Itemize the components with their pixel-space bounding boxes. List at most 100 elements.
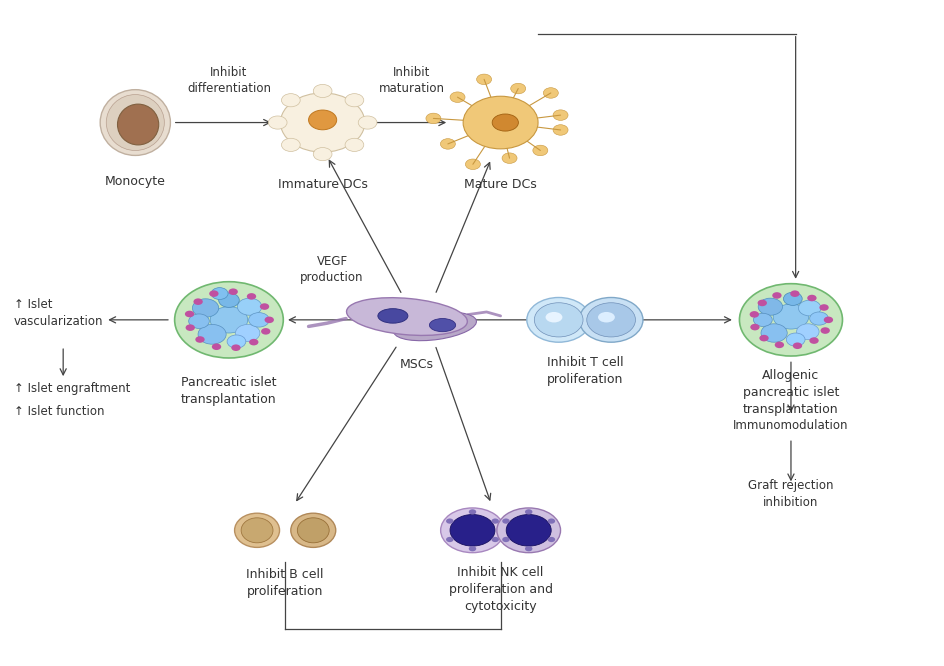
Text: VEGF
production: VEGF production (300, 254, 363, 284)
Circle shape (440, 508, 504, 553)
Circle shape (426, 113, 441, 124)
Circle shape (246, 293, 256, 300)
Circle shape (759, 335, 767, 342)
Circle shape (464, 159, 480, 170)
Ellipse shape (492, 114, 518, 131)
Ellipse shape (598, 312, 615, 322)
Circle shape (510, 83, 525, 94)
Circle shape (440, 139, 455, 149)
Circle shape (345, 139, 363, 151)
Circle shape (792, 342, 801, 349)
Circle shape (738, 284, 842, 356)
Circle shape (228, 288, 238, 295)
Text: Pancreatic islet
transplantation: Pancreatic islet transplantation (181, 376, 277, 406)
Circle shape (798, 300, 820, 316)
Circle shape (463, 97, 537, 149)
Circle shape (808, 337, 818, 344)
Text: MSCs: MSCs (399, 358, 433, 371)
Ellipse shape (394, 312, 476, 341)
Text: Allogenic
pancreatic islet
transplantation: Allogenic pancreatic islet transplantati… (742, 369, 838, 416)
Circle shape (195, 336, 205, 343)
Text: Immunomodulation: Immunomodulation (733, 418, 848, 432)
Circle shape (281, 139, 300, 151)
Circle shape (532, 145, 548, 156)
Circle shape (231, 344, 241, 351)
Ellipse shape (100, 90, 170, 155)
Circle shape (501, 518, 509, 523)
Circle shape (248, 312, 269, 327)
Circle shape (772, 304, 808, 329)
Circle shape (468, 509, 476, 515)
Circle shape (210, 307, 247, 333)
Circle shape (193, 299, 218, 317)
Circle shape (525, 509, 531, 515)
Text: ↑ Islet
vascularization: ↑ Islet vascularization (13, 298, 103, 328)
Text: Immature DCs: Immature DCs (278, 178, 367, 191)
Circle shape (268, 116, 287, 129)
Ellipse shape (234, 513, 279, 547)
Circle shape (185, 324, 194, 331)
Circle shape (823, 316, 833, 323)
Circle shape (806, 295, 816, 301)
Circle shape (281, 94, 300, 107)
Circle shape (771, 292, 781, 299)
Circle shape (468, 546, 476, 551)
Circle shape (525, 546, 531, 551)
Ellipse shape (545, 312, 562, 322)
Text: Monocyte: Monocyte (105, 175, 165, 188)
Circle shape (749, 311, 758, 318)
Circle shape (543, 88, 558, 98)
Circle shape (526, 298, 590, 342)
Circle shape (211, 344, 221, 350)
Circle shape (501, 537, 509, 542)
Ellipse shape (309, 110, 336, 130)
Circle shape (552, 110, 567, 121)
Circle shape (552, 125, 567, 135)
Ellipse shape (106, 95, 164, 151)
Circle shape (235, 324, 260, 342)
Circle shape (280, 93, 364, 152)
Circle shape (189, 314, 209, 328)
Circle shape (783, 292, 801, 306)
Circle shape (757, 298, 782, 315)
Text: ↑ Islet function: ↑ Islet function (13, 406, 104, 418)
Circle shape (785, 333, 804, 346)
Text: Inhibit T cell
proliferation: Inhibit T cell proliferation (546, 356, 622, 386)
Circle shape (218, 293, 239, 307)
Circle shape (819, 327, 829, 334)
Circle shape (750, 324, 759, 330)
Circle shape (211, 288, 228, 300)
Circle shape (312, 148, 331, 161)
Circle shape (752, 313, 771, 326)
Circle shape (249, 339, 258, 346)
Circle shape (818, 304, 828, 311)
Circle shape (757, 300, 767, 306)
Text: ↑ Islet engraftment: ↑ Islet engraftment (13, 382, 129, 396)
Circle shape (358, 116, 377, 129)
Circle shape (312, 85, 331, 97)
Circle shape (760, 324, 786, 342)
Circle shape (491, 518, 498, 523)
Circle shape (446, 537, 453, 542)
Text: Mature DCs: Mature DCs (464, 178, 536, 191)
Circle shape (586, 303, 634, 337)
Ellipse shape (117, 104, 159, 145)
Circle shape (789, 290, 799, 297)
Circle shape (175, 282, 283, 358)
Circle shape (261, 328, 270, 334)
Circle shape (491, 537, 498, 542)
Text: Inhibit
differentiation: Inhibit differentiation (187, 66, 271, 95)
Circle shape (579, 298, 642, 342)
Circle shape (446, 518, 453, 523)
Ellipse shape (241, 517, 273, 543)
Circle shape (227, 335, 245, 348)
Circle shape (264, 316, 274, 323)
Circle shape (198, 324, 226, 344)
Circle shape (497, 508, 560, 553)
Circle shape (209, 290, 218, 297)
Ellipse shape (429, 318, 455, 332)
Circle shape (501, 153, 516, 163)
Ellipse shape (346, 298, 467, 336)
Circle shape (345, 94, 363, 107)
Circle shape (194, 298, 203, 305)
